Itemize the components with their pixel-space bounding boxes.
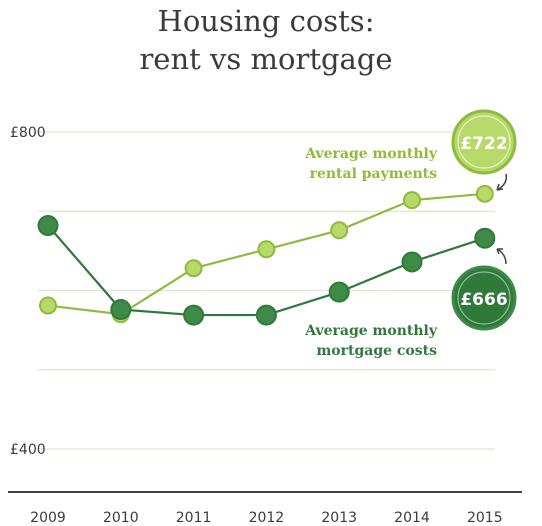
x-tick-label-2012: 2012 xyxy=(249,510,285,526)
y-tick-label-400: £400 xyxy=(10,442,46,458)
x-axis-labels: 2009 2010 2011 2012 2013 2014 2015 xyxy=(30,510,502,526)
point-rent-2009 xyxy=(39,296,57,315)
point-mortgage-2010 xyxy=(110,299,132,321)
badge-mortgage-ring xyxy=(457,271,511,325)
chart-title-line1: Housing costs: xyxy=(157,4,375,38)
badge-mortgage-value: £666 xyxy=(460,290,507,310)
point-mortgage-2012 xyxy=(255,304,277,326)
series-label-rent-line1: Average monthly xyxy=(304,146,438,162)
arrow-rent-head-icon xyxy=(496,183,504,191)
data-points xyxy=(37,184,496,326)
badge-rent-value: £722 xyxy=(460,134,507,154)
point-rent-2015 xyxy=(475,184,494,203)
point-rent-2014 xyxy=(403,191,421,210)
arrow-mortgage-icon xyxy=(496,248,507,265)
arrow-mortgage-head-icon xyxy=(496,248,503,255)
series-label-rent-line2: rental payments xyxy=(310,166,438,182)
grid-lines xyxy=(38,131,495,450)
x-tick-label-2013: 2013 xyxy=(321,510,357,526)
point-rent-2011 xyxy=(184,259,203,278)
x-tick-label-2010: 2010 xyxy=(103,510,139,526)
x-tick-label-2015: 2015 xyxy=(467,510,503,526)
arrow-rent-icon xyxy=(496,173,508,191)
chart-title-line2: rent vs mortgage xyxy=(139,42,393,76)
series-label-mortgage-line2: mortgage costs xyxy=(316,343,437,359)
y-tick-label-800: £800 xyxy=(10,125,46,141)
point-mortgage-2009 xyxy=(37,215,59,237)
series-line-mortgage xyxy=(47,224,486,317)
point-rent-2013 xyxy=(330,221,349,240)
annotations: Average monthly rental payments Average mo… xyxy=(304,109,517,359)
chart-title: Housing costs: rent vs mortgage xyxy=(0,2,532,78)
y-axis-labels: £400 £800 xyxy=(10,125,46,458)
badge-mortgage xyxy=(451,265,517,331)
point-mortgage-2011 xyxy=(183,304,205,326)
point-rent-2012 xyxy=(257,240,276,259)
badge-rent-ring xyxy=(457,115,511,169)
series-label-mortgage-line1: Average monthly xyxy=(304,323,438,339)
badge-rent xyxy=(451,109,517,175)
point-mortgage-2014 xyxy=(401,251,423,273)
point-mortgage-2013 xyxy=(328,281,350,303)
x-tick-label-2014: 2014 xyxy=(394,510,430,526)
x-tick-label-2011: 2011 xyxy=(176,510,212,526)
x-tick-label-2009: 2009 xyxy=(30,510,66,526)
point-mortgage-2015 xyxy=(474,227,496,249)
